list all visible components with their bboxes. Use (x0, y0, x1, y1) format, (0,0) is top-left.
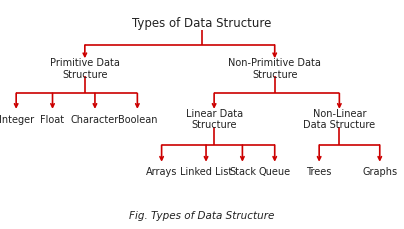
Text: Queue: Queue (259, 167, 291, 177)
Text: Arrays: Arrays (146, 167, 177, 177)
Text: Fig. Types of Data Structure: Fig. Types of Data Structure (129, 210, 275, 220)
Text: Linear Data
Structure: Linear Data Structure (185, 108, 243, 130)
Text: Non-Primitive Data
Structure: Non-Primitive Data Structure (228, 58, 321, 79)
Text: Float: Float (40, 114, 65, 124)
Text: Types of Data Structure: Types of Data Structure (133, 16, 271, 29)
Text: Integer: Integer (0, 114, 34, 124)
Text: Primitive Data
Structure: Primitive Data Structure (50, 58, 120, 79)
Text: Graphs: Graphs (362, 167, 397, 177)
Text: Stack: Stack (229, 167, 256, 177)
Text: Linked List: Linked List (180, 167, 232, 177)
Text: Character: Character (71, 114, 119, 124)
Text: Trees: Trees (307, 167, 332, 177)
Text: Boolean: Boolean (118, 114, 157, 124)
Text: Non-Linear
Data Structure: Non-Linear Data Structure (303, 108, 375, 130)
